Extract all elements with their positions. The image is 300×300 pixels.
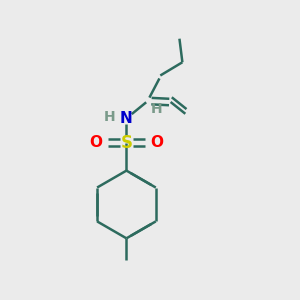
Text: S: S [120,134,132,152]
Text: N: N [120,111,133,126]
Text: O: O [151,135,164,150]
Text: H: H [151,102,163,116]
Text: O: O [89,135,102,150]
Text: H: H [103,110,115,124]
